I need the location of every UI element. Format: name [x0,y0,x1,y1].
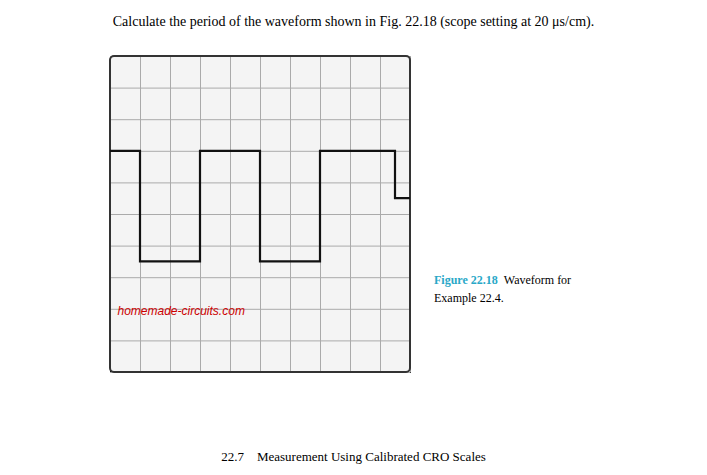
y-tick [110,88,410,89]
x-axis-line [111,56,411,373]
footer: 22.7 Measurement Using Calibrated CRO Sc… [221,449,486,464]
chart: Calculate the period of the waveform sho… [0,0,707,475]
annotation: homemade-circuits.com [118,304,245,318]
plot-background [110,56,410,372]
y-grid-line [110,340,410,341]
waveform [110,151,410,262]
title: Calculate the period of the waveform sho… [113,14,594,30]
plot-frame [110,56,410,372]
plot: homemade-circuits.com [110,56,411,373]
y-grid-line [110,119,410,120]
y-grid-line [110,277,410,278]
caption-text: Waveform for [504,273,571,287]
y-grid-line [110,88,410,89]
caption-line: Figure 22.18 Waveform for [434,273,571,287]
caption-line: Example 22.4. [434,291,504,305]
y-tick [110,340,410,341]
x-axis [111,56,411,373]
y-tick [110,277,410,278]
y-axis [110,57,410,373]
caption-text: Example 22.4. [434,291,504,305]
marks [110,151,410,262]
y-tick [110,119,410,120]
caption-text: Figure 22.18 [434,273,498,287]
y-axis-line [111,57,411,373]
